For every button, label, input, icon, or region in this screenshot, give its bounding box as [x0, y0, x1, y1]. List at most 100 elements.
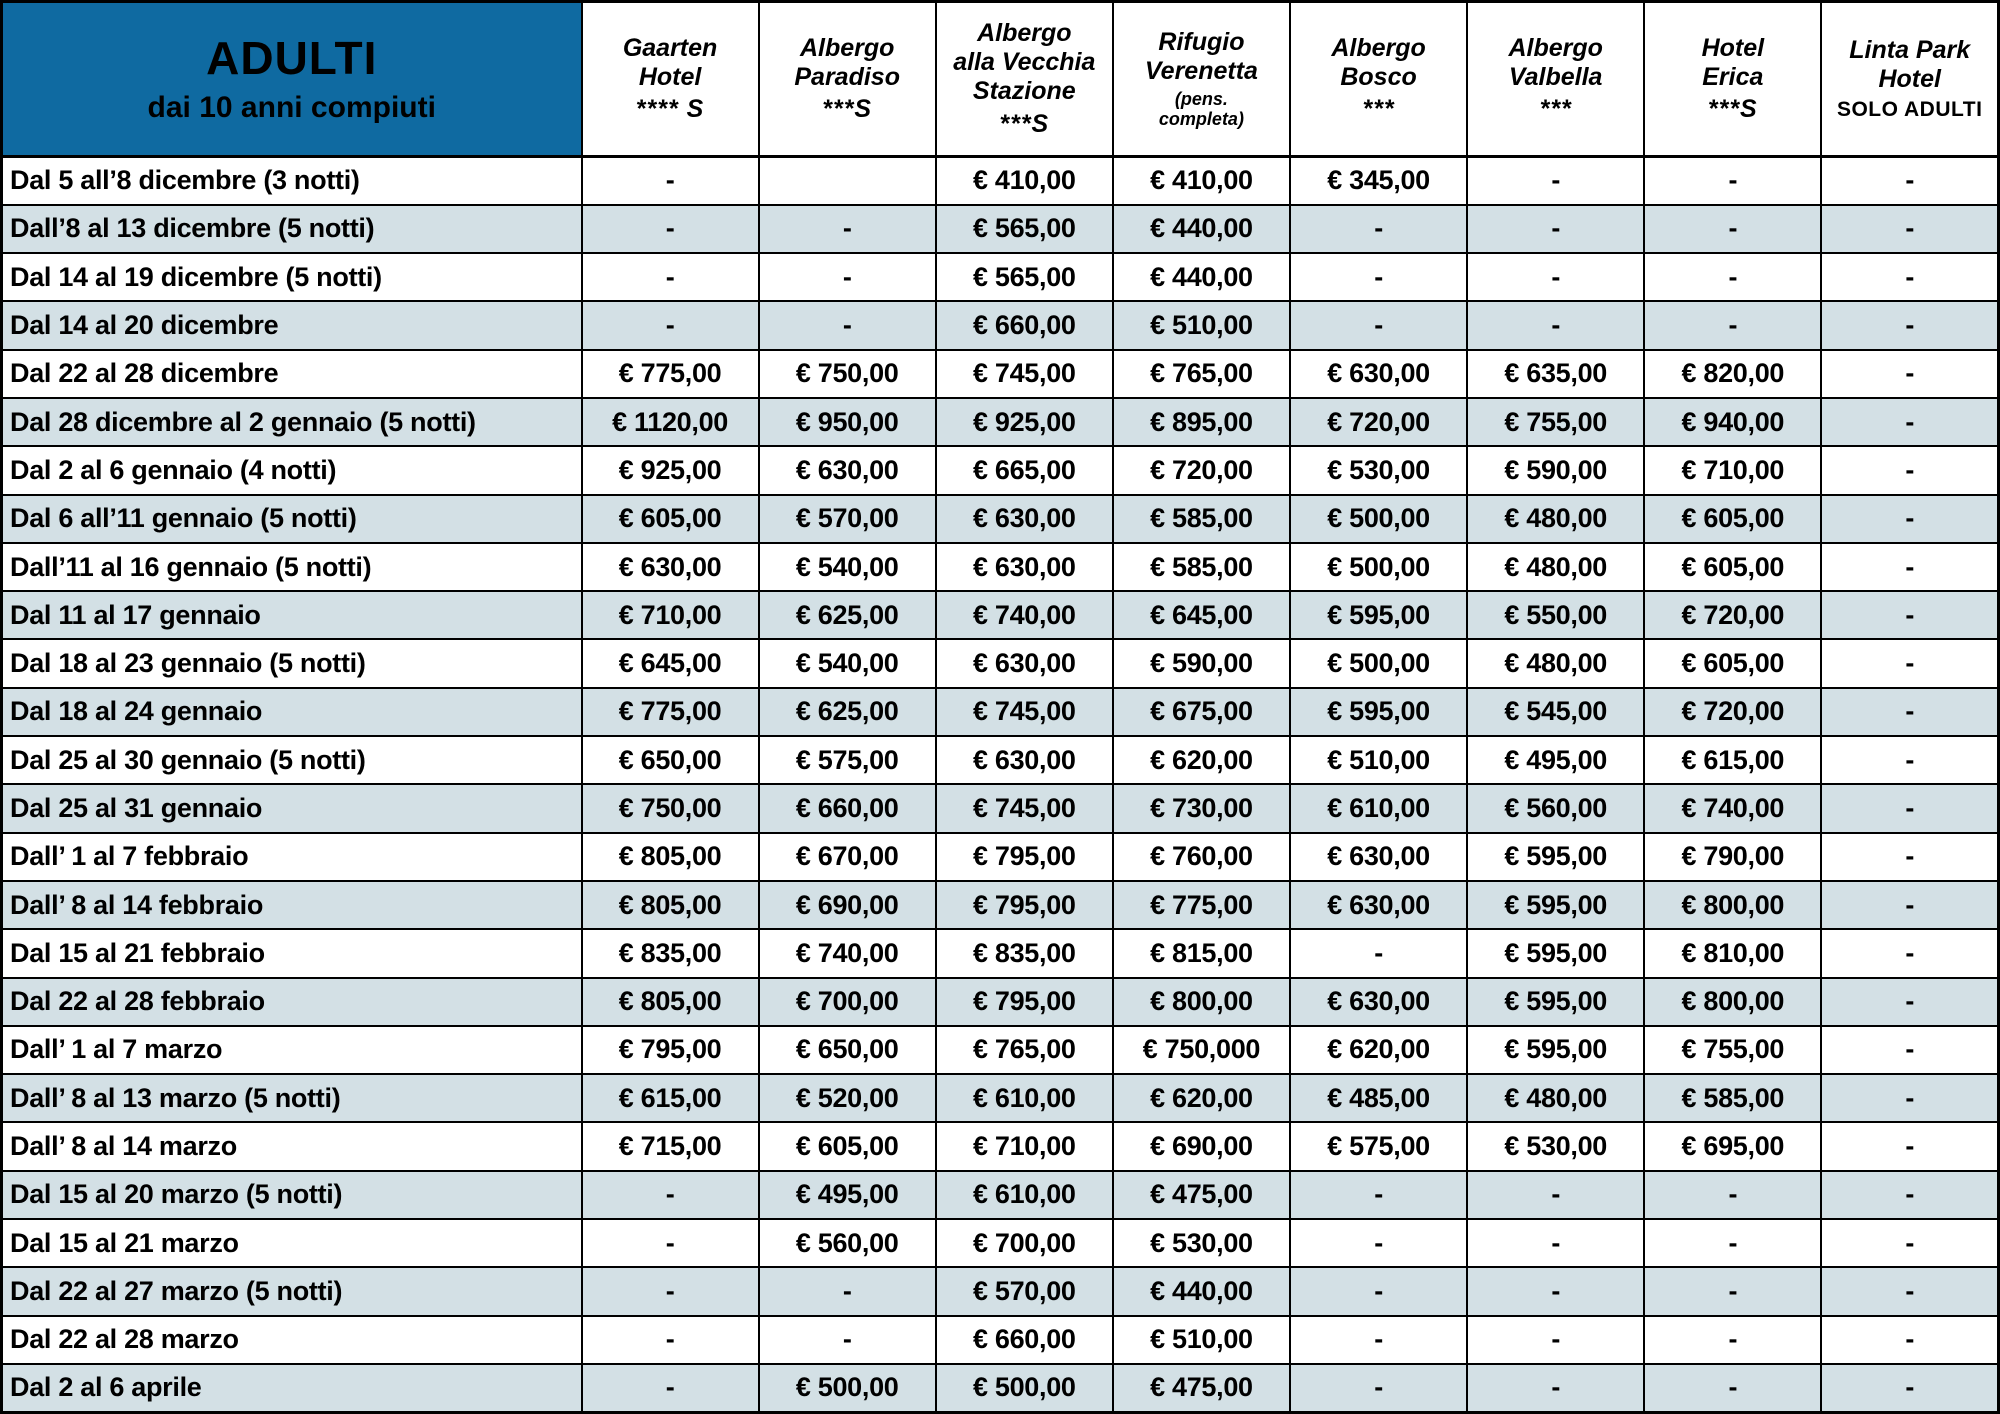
price-cell: € 750,00 [757, 348, 937, 399]
table-row: Dall’ 8 al 13 marzo (5 notti) € 615,00 € 5… [0, 1073, 2000, 1124]
price-cell: € 660,00 [934, 1314, 1114, 1365]
price-cell: € 605,00 [1643, 493, 1823, 544]
table-row: Dal 22 al 28 dicembre € 775,00 € 750,00 € 7… [0, 348, 2000, 399]
price-cell: - [1820, 1362, 2000, 1414]
price-cell: € 750,00 [580, 783, 760, 834]
period-label: Dall’11 al 16 gennaio (5 notti) [0, 541, 583, 593]
column-header-albergo-valbella: Albergo Valbella *** [1466, 0, 1646, 158]
price-cell: € 510,00 [1288, 735, 1469, 786]
price-cell: - [1288, 1362, 1469, 1414]
price-cell: € 720,00 [1111, 445, 1292, 496]
price-cell: € 720,00 [1643, 686, 1823, 738]
price-cell: € 605,00 [1643, 541, 1823, 593]
price-cell: € 695,00 [1643, 1121, 1823, 1172]
price-cell: - [1820, 1218, 2000, 1269]
price-cell: € 700,00 [757, 976, 937, 1027]
price-cell: € 565,00 [934, 203, 1114, 255]
price-cell: - [1466, 300, 1646, 351]
price-cell: - [1820, 590, 2000, 641]
price-cell: € 610,00 [934, 1073, 1114, 1124]
table-row: Dal 25 al 30 gennaio (5 notti) € 650,00 € … [0, 735, 2000, 786]
price-cell: € 650,00 [757, 1024, 937, 1076]
price-cell: € 560,00 [1466, 783, 1646, 834]
page-subtitle: dai 10 anni compiuti [147, 91, 436, 125]
price-cell: - [1643, 155, 1823, 206]
price-cell: € 630,00 [1288, 879, 1469, 931]
price-cell: € 480,00 [1466, 638, 1646, 689]
price-cell: - [1466, 155, 1646, 206]
price-cell: - [1466, 1266, 1646, 1317]
table-row: Dal 5 all’8 dicembre (3 notti) - € 410,00 €… [0, 155, 2000, 206]
table-row: Dal 25 al 31 gennaio € 750,00 € 660,00 € 74… [0, 783, 2000, 834]
price-cell: - [580, 203, 760, 255]
price-cell: € 710,00 [934, 1121, 1114, 1172]
period-label: Dal 22 al 28 febbraio [0, 976, 583, 1027]
price-cell: € 595,00 [1466, 831, 1646, 882]
price-cell: € 775,00 [1111, 879, 1292, 931]
price-cell: - [1820, 300, 2000, 351]
price-cell: € 630,00 [934, 541, 1114, 593]
price-cell: € 630,00 [1288, 831, 1469, 882]
price-cell: € 895,00 [1111, 396, 1292, 448]
price-cell: € 475,00 [1111, 1169, 1292, 1221]
period-label: Dal 6 all’11 gennaio (5 notti) [0, 493, 583, 544]
price-cell: - [1820, 252, 2000, 303]
price-cell: - [1466, 1314, 1646, 1365]
hotel-rating: SOLO ADULTI [1836, 97, 1983, 121]
price-cell: - [580, 1362, 760, 1414]
price-cell: € 530,00 [1111, 1218, 1292, 1269]
price-cell: - [1643, 203, 1823, 255]
table-row: Dal 18 al 24 gennaio € 775,00 € 625,00 € 74… [0, 686, 2000, 738]
price-cell: € 805,00 [580, 976, 760, 1027]
price-cell: € 710,00 [1643, 445, 1823, 496]
hotel-name: Albergo Valbella [1508, 33, 1603, 91]
price-cell: € 550,00 [1466, 590, 1646, 641]
price-cell: - [1820, 203, 2000, 255]
price-cell: - [1288, 1266, 1469, 1317]
price-cell: - [1820, 638, 2000, 689]
price-cell: - [1820, 783, 2000, 834]
price-cell: € 720,00 [1288, 396, 1469, 448]
price-cell: - [1820, 1266, 2000, 1317]
price-cell: € 480,00 [1466, 541, 1646, 593]
price-cell: - [1820, 831, 2000, 882]
header-row: ADULTI dai 10 anni compiuti Gaarten Hote… [0, 0, 2000, 158]
price-cell: € 595,00 [1466, 928, 1646, 979]
table-row: Dall’11 al 16 gennaio (5 notti) € 630,00 €… [0, 541, 2000, 593]
price-cell: € 585,00 [1111, 541, 1292, 593]
price-cell: € 740,00 [1643, 783, 1823, 834]
price-cell: € 820,00 [1643, 348, 1823, 399]
hotel-rating: ***S [1707, 95, 1758, 124]
price-cell: € 410,00 [934, 155, 1114, 206]
price-cell: - [1643, 1218, 1823, 1269]
price-cell: € 630,00 [1288, 976, 1469, 1027]
table-row: Dal 2 al 6 gennaio (4 notti) € 925,00 € 63… [0, 445, 2000, 496]
price-cell: - [1820, 928, 2000, 979]
price-cell: - [580, 1314, 760, 1365]
price-cell: € 410,00 [1111, 155, 1292, 206]
price-cell: € 610,00 [1288, 783, 1469, 834]
price-cell: € 565,00 [934, 252, 1114, 303]
price-cell: - [580, 1218, 760, 1269]
column-header-gaarten-hotel: Gaarten Hotel **** S [580, 0, 760, 158]
price-cell: € 740,00 [934, 590, 1114, 641]
period-label: Dal 28 dicembre al 2 gennaio (5 notti) [0, 396, 583, 448]
column-header-albergo-paradiso: Albergo Paradiso ***S [757, 0, 937, 158]
price-cell: € 745,00 [934, 686, 1114, 738]
hotel-rating: ***S [999, 109, 1050, 138]
price-cell: € 595,00 [1466, 976, 1646, 1027]
period-label: Dal 15 al 21 febbraio [0, 928, 583, 979]
price-cell: € 615,00 [1643, 735, 1823, 786]
hotel-rating: (pens. completa) [1158, 88, 1244, 129]
price-cell: - [757, 1266, 937, 1317]
price-cell: - [1643, 1362, 1823, 1414]
price-cell: - [1820, 1121, 2000, 1172]
price-cell: € 520,00 [757, 1073, 937, 1124]
price-cell: - [1643, 300, 1823, 351]
price-cell: - [1820, 541, 2000, 593]
price-cell [757, 155, 937, 206]
price-cell: € 590,00 [1111, 638, 1292, 689]
hotel-name: Hotel Erica [1701, 33, 1765, 91]
price-cell: € 545,00 [1466, 686, 1646, 738]
